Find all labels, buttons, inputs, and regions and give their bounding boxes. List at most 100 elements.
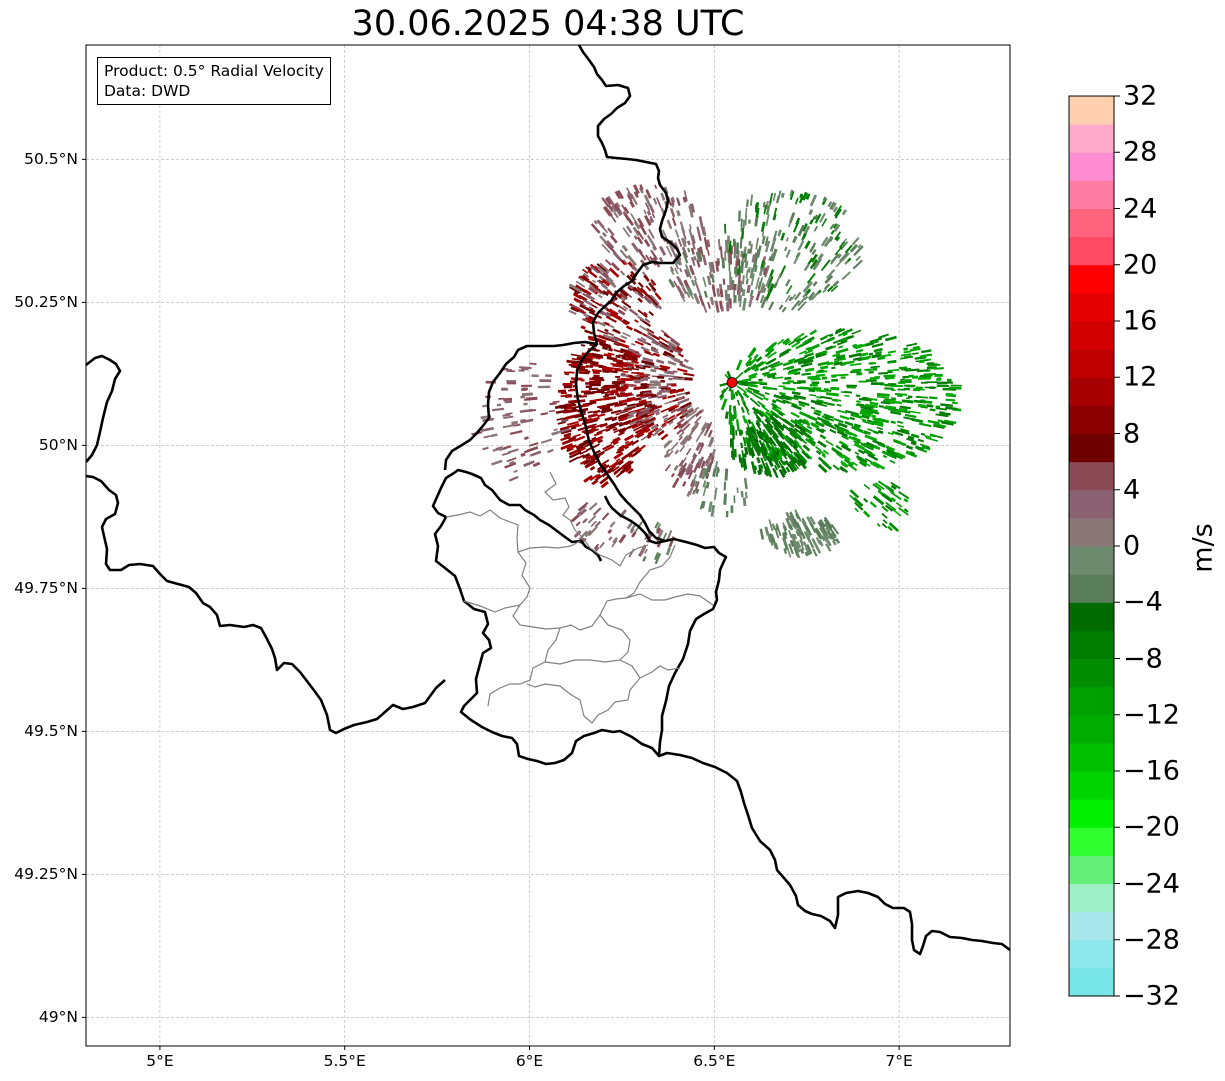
echo-gate (801, 233, 807, 240)
echo-gate (822, 288, 827, 293)
echo-gate (572, 292, 582, 300)
echo-gate (601, 278, 611, 287)
echo-gate (836, 253, 842, 259)
echo-gate (654, 184, 658, 190)
echo-gate (906, 342, 918, 347)
echo-gate (591, 480, 597, 485)
echo-gate (595, 473, 602, 479)
echo-gate (732, 238, 736, 247)
echo-gate (823, 235, 834, 248)
lat-tick-label: 50°N (38, 436, 78, 455)
colorbar-segment (1069, 771, 1114, 800)
echo-gate (566, 404, 573, 408)
echo-gate (641, 402, 648, 406)
echo-gate (579, 449, 589, 455)
echo-gate (683, 288, 688, 294)
echo-gate (495, 446, 503, 450)
echo-gate (794, 440, 802, 448)
echo-gate (847, 257, 852, 262)
echo-gate (678, 435, 683, 441)
echo-gate (732, 414, 735, 421)
echo-gate (579, 395, 588, 398)
echo-gate (608, 536, 613, 541)
echo-gate (648, 228, 655, 239)
echo-gate (829, 201, 836, 210)
echo-gate (749, 267, 755, 279)
echo-gate (652, 431, 659, 437)
echo-gate (815, 450, 822, 455)
echo-gate (778, 385, 786, 388)
echo-gate (775, 398, 786, 405)
echo-gate (627, 218, 634, 227)
echo-gate (647, 427, 659, 435)
echo-gate (679, 221, 686, 234)
echo-gate (566, 444, 577, 451)
colorbar-tick-label: 28 (1123, 136, 1158, 168)
echo-gate (580, 325, 586, 330)
echo-gate (642, 357, 654, 363)
echo-gate (797, 301, 807, 312)
echo-gate (759, 282, 765, 294)
echo-gate (692, 489, 696, 495)
echo-gate (643, 311, 648, 316)
echo-gate (889, 459, 896, 464)
colorbar-segment (1069, 574, 1114, 603)
echo-gate (737, 289, 741, 302)
echo-gate (599, 397, 610, 401)
echo-gate (945, 392, 954, 397)
echo-gate (626, 403, 636, 407)
echo-gate (896, 420, 904, 424)
echo-gate (810, 253, 818, 263)
echo-gate (639, 325, 651, 333)
echo-gate (754, 202, 760, 213)
echo-gate (672, 370, 678, 373)
echo-gate (612, 364, 624, 368)
echo-gate (814, 213, 822, 224)
echo-gate (891, 453, 903, 460)
echo-gate (784, 376, 792, 380)
echo-gate (575, 280, 586, 288)
echo-gate (598, 279, 604, 285)
echo-gate (633, 424, 645, 432)
echo-gate (747, 386, 760, 393)
echo-gate (824, 274, 834, 284)
echo-gate (859, 411, 872, 417)
echo-gate (496, 403, 502, 407)
echo-gate (794, 197, 799, 205)
echo-gate (766, 346, 774, 353)
echo-gate (524, 436, 529, 440)
echo-gate (612, 427, 618, 432)
echo-gate (638, 399, 647, 404)
echo-gate (912, 352, 919, 355)
echo-gate (684, 264, 691, 275)
echo-gate (715, 260, 720, 272)
echo-gate (622, 227, 631, 238)
echo-gate (841, 271, 851, 281)
echo-gate (705, 459, 709, 464)
echo-gate (802, 222, 808, 232)
echo-gate (832, 464, 840, 471)
echo-gate (794, 418, 802, 425)
echo-gate (821, 218, 828, 227)
echo-gate (822, 401, 835, 406)
echo-gate (809, 394, 817, 397)
echo-gate (671, 384, 677, 387)
echo-gate (608, 421, 620, 429)
echo-gate (604, 416, 614, 422)
echo-gate (663, 440, 671, 447)
echo-gate (755, 237, 759, 250)
lat-tick-label: 49.5°N (24, 722, 78, 741)
echo-gate (622, 362, 634, 368)
echo-gate (528, 409, 537, 412)
echo-gate (746, 410, 750, 416)
echo-gate (611, 417, 617, 422)
echo-gate (809, 219, 814, 225)
echo-gate (661, 421, 669, 427)
echo-gate (629, 200, 636, 208)
echo-gate (633, 235, 638, 240)
echo-gate (651, 213, 656, 219)
echo-gate (830, 229, 835, 235)
echo-gate (648, 310, 655, 317)
echo-gate (513, 469, 518, 473)
echo-gate (835, 347, 849, 355)
